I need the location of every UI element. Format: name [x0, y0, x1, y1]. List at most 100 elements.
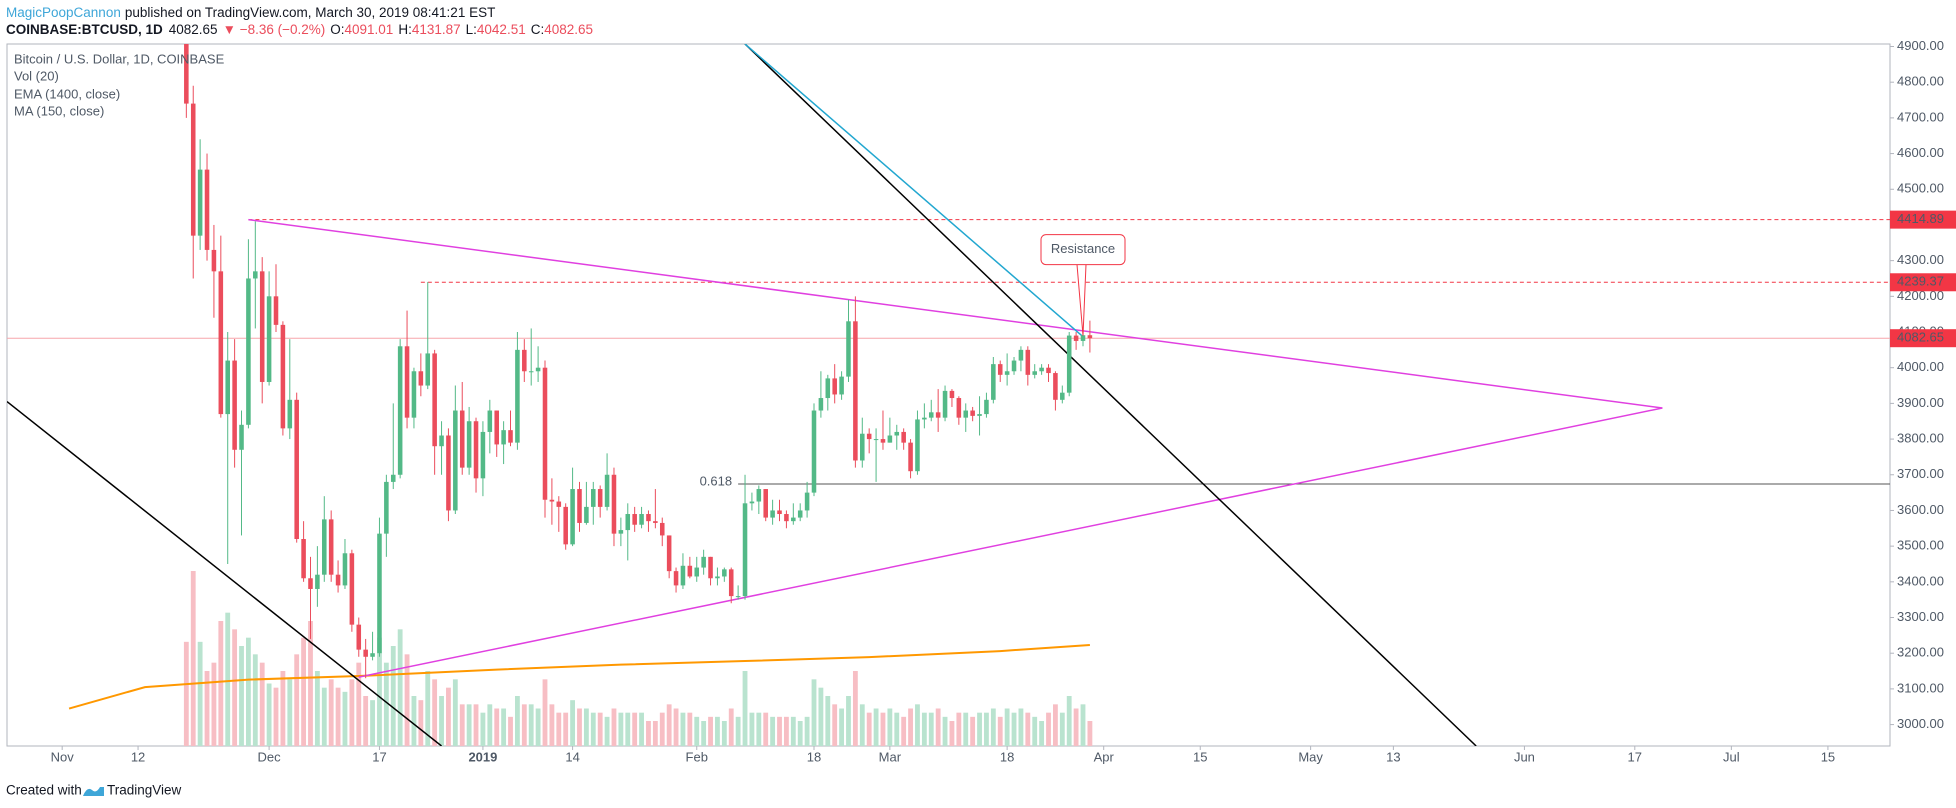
candle-body [880, 439, 886, 443]
volume-bar [390, 646, 396, 746]
candle-body [860, 433, 865, 461]
author[interactable]: MagicPoopCannon [6, 5, 121, 20]
volume-bar [570, 700, 576, 746]
candle-body [542, 367, 548, 500]
volume-bar [535, 708, 541, 746]
candle-body [811, 410, 817, 493]
candle-body [459, 410, 465, 468]
candle-body [597, 489, 603, 507]
volume-bar [259, 662, 265, 746]
candle-body [908, 442, 913, 472]
volume-bar [204, 671, 210, 746]
volume-bar [459, 704, 465, 746]
candle-body [659, 522, 665, 536]
volume-bar [604, 716, 610, 746]
plot-area: 0.618 Resistance [7, 44, 1890, 746]
candle-body [390, 474, 396, 482]
quote-label: L: [466, 22, 477, 37]
last-price-tag [1890, 329, 1956, 348]
candle-body [301, 539, 306, 579]
candle-body [439, 435, 444, 447]
x-tick-label: May [1298, 749, 1323, 764]
candle-body [846, 321, 851, 377]
footer-brand[interactable]: TradingView [107, 783, 182, 798]
volume-bar [363, 696, 369, 746]
candle-body [894, 431, 900, 436]
candle-body [963, 410, 969, 418]
volume-bar [232, 629, 238, 746]
volume-bar [887, 708, 893, 746]
candle-body [701, 556, 706, 568]
trendline [358, 407, 1663, 678]
candle-body [991, 364, 996, 400]
volume-bar [349, 679, 355, 746]
candle-body [322, 519, 327, 575]
candle-body [756, 489, 762, 502]
candle-body [715, 576, 720, 579]
candle-body [487, 410, 493, 432]
y-tick-label: 4900.00 [1897, 38, 1944, 53]
legend-study: MA (150, close) [14, 103, 104, 118]
volume-bar [425, 671, 431, 746]
volume-bar [508, 716, 513, 746]
candle-body [708, 556, 713, 579]
candle-body [473, 421, 479, 479]
candle-body [770, 510, 775, 518]
volume-bar [1039, 721, 1045, 746]
volume-bar [825, 696, 831, 746]
volume-bar [556, 712, 562, 746]
candle-body [949, 390, 955, 399]
x-tick-label: Feb [686, 749, 708, 764]
candle-body [915, 419, 920, 472]
candle-body [984, 399, 989, 415]
y-tick-label: 4300.00 [1897, 252, 1944, 267]
candle-body [280, 324, 286, 429]
candle-body [246, 278, 251, 425]
candle-body [942, 390, 948, 418]
volume-bar [866, 712, 872, 746]
volume-bar [549, 704, 555, 746]
volume-bar [280, 671, 286, 746]
x-tick-label: Jun [1514, 749, 1535, 764]
volume-bar [659, 712, 665, 746]
candle-body [1053, 373, 1058, 400]
candle-body [728, 569, 734, 597]
x-tick-label: Dec [258, 749, 282, 764]
volume-bar [446, 687, 451, 746]
candle-body [253, 271, 258, 279]
y-tick-label: 4800.00 [1897, 74, 1944, 89]
candle-body [308, 578, 313, 589]
volume-bar [908, 708, 913, 746]
candle-body [1046, 367, 1051, 374]
volume-bar [852, 671, 858, 746]
volume-bar [708, 716, 713, 746]
volume-bar [314, 671, 320, 746]
volume-bar [935, 708, 941, 746]
quote-value: 4091.01 [345, 22, 394, 37]
candle-body [259, 271, 265, 382]
candle-body [528, 371, 534, 373]
volume-bar [487, 704, 493, 746]
candle-body [349, 553, 355, 625]
volume-bar [783, 716, 789, 746]
volume-bar [528, 704, 534, 746]
volume-bar [542, 679, 548, 746]
candle-body [1032, 371, 1037, 375]
quote-label: H: [398, 22, 412, 37]
volume-bar [756, 712, 762, 746]
published: published on TradingView.com, March 30, … [125, 5, 496, 20]
y-tick-label: 4700.00 [1897, 109, 1944, 124]
volume-bar [308, 621, 313, 746]
price: 4082.65 [169, 22, 218, 37]
candle-body [977, 414, 982, 416]
candle-body [577, 489, 582, 523]
volume-bar [880, 712, 886, 746]
footer-text: Created with [6, 783, 82, 798]
volume-bar [963, 712, 969, 746]
volume-bar [625, 712, 631, 746]
volume-bar [873, 708, 879, 746]
volume-bar [294, 654, 300, 746]
volume-bar [190, 571, 196, 746]
volume-bar [618, 712, 624, 746]
volume-bar [997, 716, 1003, 746]
